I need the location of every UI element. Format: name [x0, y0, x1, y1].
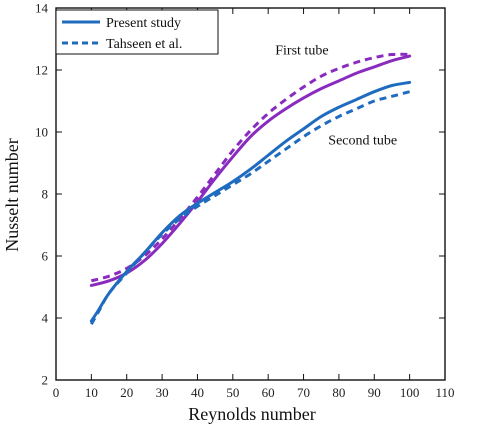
legend: Present study Tahseen et al. [55, 9, 219, 55]
y-tick-label: 6 [42, 249, 49, 264]
legend-label-present-study: Present study [106, 16, 181, 31]
y-tick-label: 10 [35, 125, 48, 140]
series-line-first-tube-dashed [90, 52, 410, 283]
series-line-second-tube-dashed [90, 90, 411, 325]
x-tick-label: 20 [120, 385, 133, 400]
legend-label-tahseen: Tahseen et al. [106, 37, 182, 52]
legend-box [55, 9, 219, 55]
series-line-second-tube-solid [89, 80, 412, 323]
y-axis-title: Nusselt number [2, 138, 22, 251]
annotation-second-tube: Second tube [328, 133, 397, 148]
series-line-first-tube-solid [89, 54, 412, 287]
x-tick-label: 60 [262, 385, 275, 400]
x-axis-title: Reynolds number [188, 404, 316, 424]
plot-frame [55, 7, 446, 381]
x-tick-label: 70 [297, 385, 310, 400]
annotation-first-tube: First tube [275, 44, 328, 59]
y-tick-label: 8 [42, 187, 49, 202]
x-tick-label: 0 [53, 385, 60, 400]
x-tick-label: 110 [435, 385, 454, 400]
x-tick-label: 80 [332, 385, 345, 400]
y-tick-label: 14 [35, 1, 49, 16]
y-tick-label: 2 [42, 373, 49, 388]
x-tick-label: 40 [191, 385, 204, 400]
axis-ticks: 0 10 20 30 40 50 60 70 80 90 100 110 2 4 6 8 10 12 14 [35, 1, 455, 401]
y-tick-label: 12 [35, 63, 48, 78]
x-tick-label: 50 [226, 385, 239, 400]
x-tick-label: 100 [400, 385, 420, 400]
annotations: First tube Second tube [275, 44, 397, 149]
x-tick-label: 30 [156, 385, 169, 400]
y-tick-label: 4 [42, 311, 49, 326]
x-tick-label: 90 [368, 385, 381, 400]
series-layer [89, 52, 412, 325]
x-tick-label: 10 [85, 385, 98, 400]
